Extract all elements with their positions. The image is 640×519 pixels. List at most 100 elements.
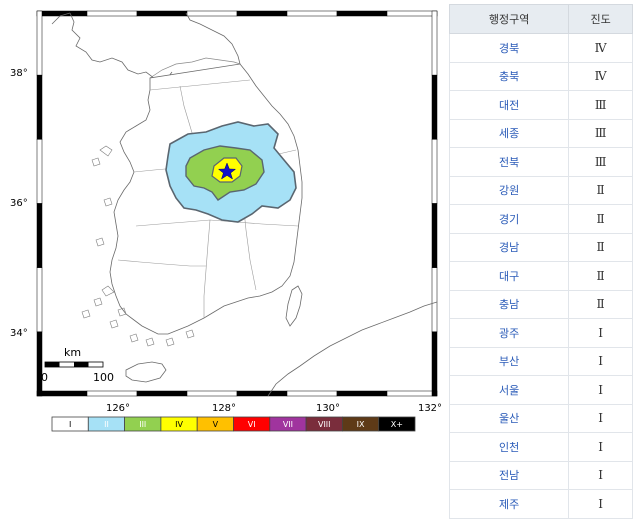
legend-item: IV [160, 416, 198, 432]
legend-item: II [87, 416, 126, 432]
legend-item: X+ [378, 416, 416, 432]
legend-label: IV [175, 420, 183, 429]
intensity-table: 행정구역 진도 경북 Ⅳ 충북 Ⅳ 대전 Ⅲ 세종 Ⅲ 전북 Ⅲ 강원 Ⅱ 경기 Ⅱ 경남 Ⅱ 대구 Ⅱ 충남 Ⅱ 광주… [448, 4, 633, 519]
table-row: 강원 Ⅱ [448, 175, 633, 205]
intensity-cell: Ⅳ [568, 61, 633, 91]
lon-label-126: 126° [106, 403, 130, 414]
table-row: 광주 Ⅰ [448, 318, 633, 348]
intensity-cell: Ⅱ [568, 175, 633, 205]
intensity-cell: Ⅰ [568, 460, 633, 490]
table-body: 경북 Ⅳ 충북 Ⅳ 대전 Ⅲ 세종 Ⅲ 전북 Ⅲ 강원 Ⅱ 경기 Ⅱ 경남 Ⅱ 대구 Ⅱ 충남 Ⅱ 광주 Ⅰ 부산 Ⅰ 서울 Ⅰ 울… [448, 33, 633, 519]
region-cell[interactable]: 울산 [448, 403, 570, 433]
intensity-cell: Ⅳ [568, 33, 633, 63]
table-row: 대전 Ⅲ [448, 90, 633, 120]
japan-coastline [267, 301, 438, 397]
region-cell[interactable]: 경기 [448, 204, 570, 234]
table-row: 경기 Ⅱ [448, 204, 633, 234]
table-row: 충남 Ⅱ [448, 289, 633, 319]
region-cell[interactable]: 충남 [448, 289, 570, 319]
region-cell[interactable]: 대전 [448, 90, 570, 120]
intensity-cell: Ⅰ [568, 489, 633, 519]
jeju-island [125, 361, 167, 383]
table-row: 서울 Ⅰ [448, 375, 633, 405]
intensity-cell: Ⅰ [568, 403, 633, 433]
region-cell[interactable]: 강원 [448, 175, 570, 205]
intensity-cell: Ⅲ [568, 118, 633, 148]
legend-item: VIII [305, 416, 343, 432]
intensity-cell: Ⅲ [568, 147, 633, 177]
region-cell[interactable]: 경북 [448, 33, 570, 63]
intensity-cell: Ⅰ [568, 318, 633, 348]
legend-swatch [378, 416, 416, 432]
dmz-line [149, 57, 241, 79]
lat-label-38: 38° [10, 68, 28, 79]
longitude-labels: 126° 128° 130° 132° [106, 403, 442, 414]
intensity-cell: Ⅲ [568, 90, 633, 120]
legend-label: III [139, 420, 146, 429]
scale-end: 100 [93, 371, 114, 384]
legend-label: VII [283, 420, 293, 429]
star-icon [217, 162, 237, 180]
intensity-cell: Ⅰ [568, 375, 633, 405]
header-intensity: 진도 [568, 4, 633, 34]
legend-label: VI [248, 420, 256, 429]
legend-item: III [124, 416, 162, 432]
region-cell[interactable]: 경남 [448, 232, 570, 262]
table-row: 인천 Ⅰ [448, 432, 633, 462]
table-row: 경남 Ⅱ [448, 232, 633, 262]
table-row: 충북 Ⅳ [448, 61, 633, 91]
region-cell[interactable]: 제주 [448, 489, 570, 519]
region-cell[interactable]: 세종 [448, 118, 570, 148]
region-cell[interactable]: 광주 [448, 318, 570, 348]
region-cell[interactable]: 인천 [448, 432, 570, 462]
latitude-labels: 38° 36° 34° [10, 68, 28, 339]
table-row: 전남 Ⅰ [448, 460, 633, 490]
western-islands [81, 145, 195, 347]
intensity-map: 38° 36° 34° 126° 128° 130° 132° km 0 100… [10, 10, 442, 432]
lon-label-132: 132° [418, 403, 442, 414]
region-cell[interactable]: 대구 [448, 261, 570, 291]
region-cell[interactable]: 충북 [448, 61, 570, 91]
table-row: 부산 Ⅰ [448, 346, 633, 376]
lon-label-130: 130° [316, 403, 340, 414]
intensity-cell: Ⅱ [568, 204, 633, 234]
table-row: 경북 Ⅳ [448, 33, 633, 63]
table-row: 세종 Ⅲ [448, 118, 633, 148]
region-cell[interactable]: 전남 [448, 460, 570, 490]
tsushima-island [285, 285, 303, 327]
legend-item: I [51, 416, 89, 432]
legend-label: V [213, 420, 219, 429]
legend-label: I [69, 420, 71, 429]
lat-label-36: 36° [10, 198, 28, 209]
map-svg: 38° 36° 34° 126° 128° 130° 132° km 0 100… [10, 10, 442, 432]
table-row: 울산 Ⅰ [448, 403, 633, 433]
legend-label: VIII [318, 420, 331, 429]
region-cell[interactable]: 부산 [448, 346, 570, 376]
legend-label: IX [357, 420, 365, 429]
legend-item: VII [269, 416, 307, 432]
intensity-cell: Ⅰ [568, 346, 633, 376]
table-row: 전북 Ⅲ [448, 147, 633, 177]
legend-item: VI [233, 416, 271, 432]
table-header-row: 행정구역 진도 [448, 4, 633, 34]
legend-label: II [104, 420, 109, 429]
north-korea-east-coast [185, 12, 241, 65]
scale-bar: km 0 100 [41, 346, 114, 384]
table-row: 대구 Ⅱ [448, 261, 633, 291]
region-cell[interactable]: 서울 [448, 375, 570, 405]
legend-item: IX [341, 416, 380, 432]
scale-unit: km [64, 346, 81, 359]
lon-label-128: 128° [212, 403, 236, 414]
legend-item: V [196, 416, 234, 432]
scale-start: 0 [41, 371, 48, 384]
lat-label-34: 34° [10, 328, 28, 339]
epicenter-marker [217, 162, 237, 180]
region-cell[interactable]: 전북 [448, 147, 570, 177]
legend-label: X+ [391, 420, 403, 429]
map-frame [36, 10, 438, 397]
header-region: 행정구역 [448, 4, 570, 34]
intensity-cell: Ⅰ [568, 432, 633, 462]
table-row: 제주 Ⅰ [448, 489, 633, 519]
intensity-cell: Ⅱ [568, 232, 633, 262]
intensity-legend: I II III IV V VI VII VIII IX X+ [51, 416, 416, 432]
